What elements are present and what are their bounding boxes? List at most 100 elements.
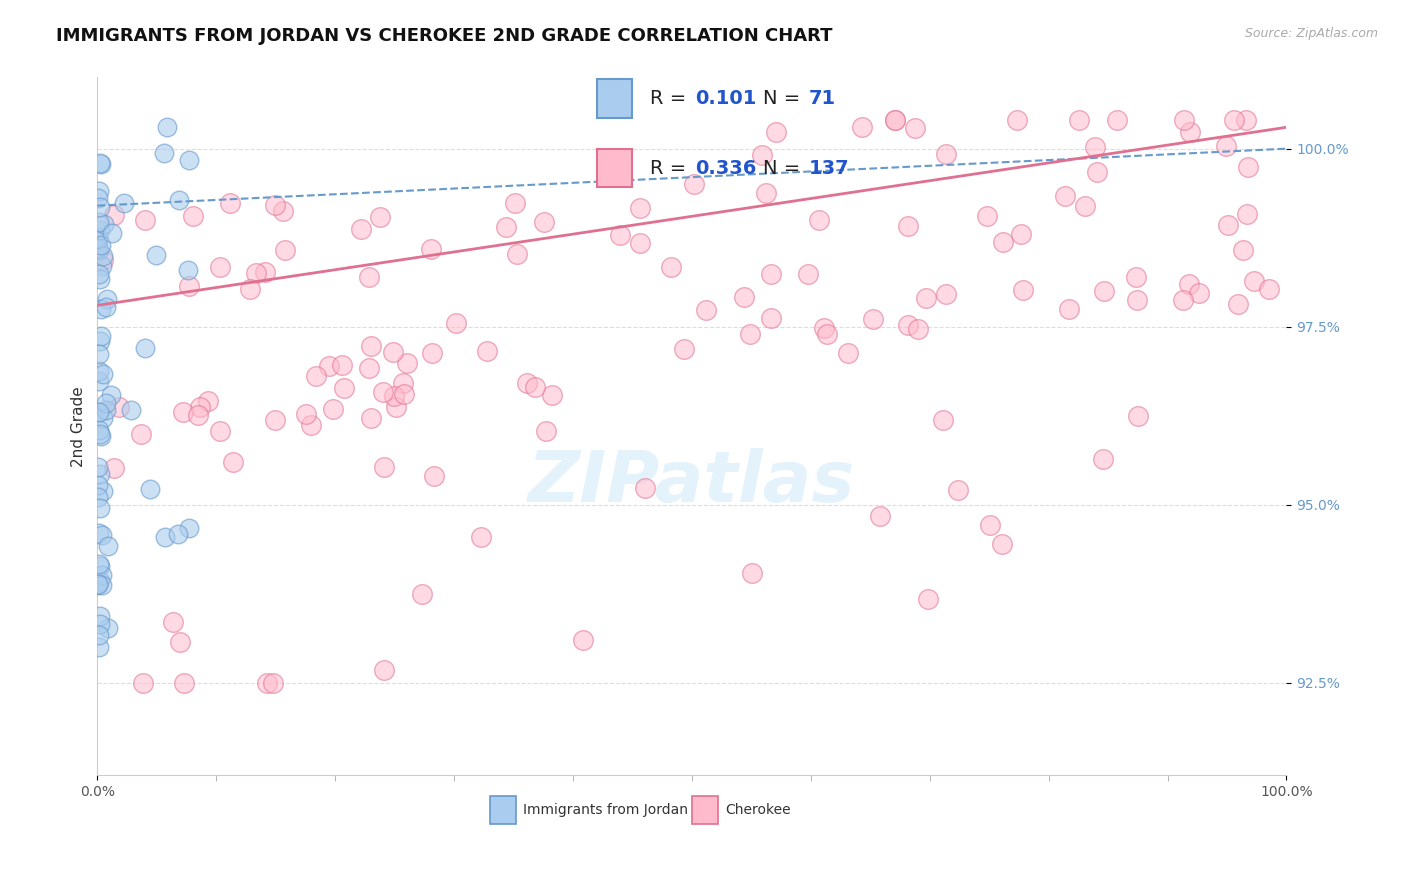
Point [181, 209, 204, 223]
Point [915, 291, 938, 305]
Point [145, 248, 167, 262]
Point [97, 539, 120, 553]
Text: 71: 71 [808, 89, 835, 108]
Point [733, 290, 755, 304]
Point [1171, 293, 1194, 307]
Point [495, 219, 517, 234]
Point [1128, 409, 1150, 424]
Point [373, 663, 395, 677]
Point [263, 413, 285, 427]
Point [87, 191, 110, 205]
Point [759, 311, 782, 326]
Point [1059, 301, 1081, 316]
Point [91, 411, 114, 425]
Point [97, 621, 120, 635]
Point [1223, 113, 1246, 128]
Point [634, 481, 657, 495]
Point [524, 380, 547, 394]
Point [534, 424, 557, 438]
Point [371, 385, 394, 400]
Point [103, 460, 125, 475]
Point [333, 381, 356, 395]
Point [1226, 297, 1249, 311]
Point [90, 238, 112, 252]
FancyBboxPatch shape [596, 79, 633, 118]
FancyBboxPatch shape [596, 149, 633, 187]
Point [87, 242, 110, 256]
Point [368, 210, 391, 224]
Text: R =: R = [651, 159, 693, 178]
Point [89, 272, 111, 286]
Point [1173, 113, 1195, 128]
Point [884, 113, 907, 128]
Text: Immigrants from Jordan: Immigrants from Jordan [523, 804, 688, 817]
Text: ZIPatlas: ZIPatlas [529, 448, 856, 516]
Point [134, 341, 156, 355]
Point [256, 675, 278, 690]
Point [384, 400, 406, 414]
Point [391, 376, 413, 391]
Point [87, 374, 110, 388]
Point [93, 217, 115, 231]
Point [218, 196, 240, 211]
Point [1091, 452, 1114, 467]
Point [89, 574, 111, 588]
Point [90, 429, 112, 443]
Point [295, 408, 318, 422]
Point [87, 215, 110, 229]
Point [1107, 113, 1129, 128]
Point [108, 400, 131, 414]
Point [87, 405, 110, 419]
Point [976, 209, 998, 223]
Point [1126, 293, 1149, 308]
Point [423, 469, 446, 483]
Point [89, 628, 111, 642]
Point [86, 477, 108, 491]
Y-axis label: 2nd Grade: 2nd Grade [72, 386, 86, 467]
Point [1236, 207, 1258, 221]
Point [89, 559, 111, 574]
Point [741, 566, 763, 581]
Point [274, 243, 297, 257]
Point [90, 329, 112, 343]
Point [90, 578, 112, 592]
Text: 0.101: 0.101 [696, 89, 756, 108]
Point [176, 263, 198, 277]
Point [533, 215, 555, 229]
Point [1125, 269, 1147, 284]
Point [1236, 161, 1258, 175]
Point [262, 675, 284, 690]
Point [360, 338, 382, 352]
Point [946, 483, 969, 497]
Point [394, 386, 416, 401]
Point [91, 249, 114, 263]
Point [659, 260, 682, 274]
Point [253, 265, 276, 279]
Point [935, 147, 957, 161]
Point [89, 616, 111, 631]
Text: N =: N = [763, 159, 807, 178]
Point [89, 525, 111, 540]
Point [134, 213, 156, 227]
Point [917, 592, 939, 607]
Point [187, 408, 209, 422]
Point [1085, 164, 1108, 178]
FancyBboxPatch shape [489, 797, 516, 824]
Point [87, 577, 110, 591]
Point [91, 528, 114, 542]
Point [179, 521, 201, 535]
Point [188, 400, 211, 414]
Point [907, 322, 929, 336]
Point [1215, 139, 1237, 153]
Point [1053, 189, 1076, 203]
Point [87, 232, 110, 246]
Point [837, 346, 859, 360]
Point [1188, 285, 1211, 300]
Point [628, 201, 651, 215]
Point [516, 376, 538, 390]
Point [1243, 274, 1265, 288]
Point [330, 359, 353, 373]
Point [179, 279, 201, 293]
Point [91, 483, 114, 498]
Point [120, 403, 142, 417]
